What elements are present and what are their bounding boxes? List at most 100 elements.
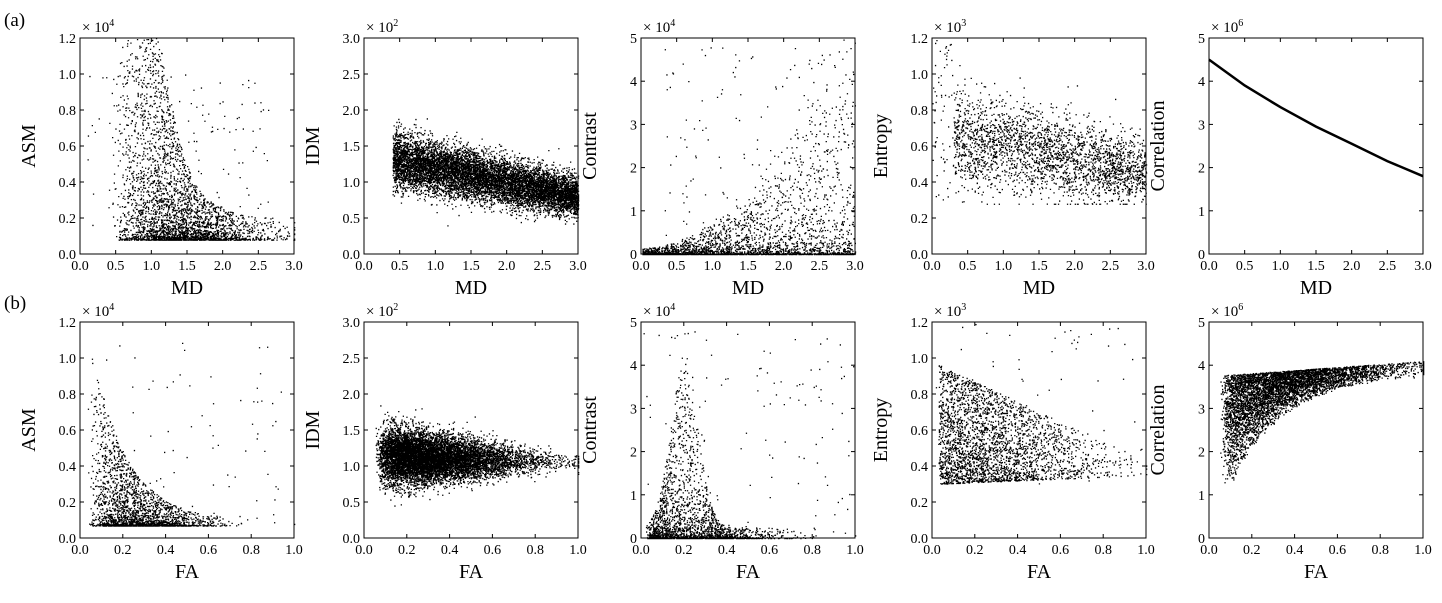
x-tick-label: 0.6 [1052, 543, 1070, 558]
series-line [1208, 58, 1424, 178]
y-tick-label: 1.0 [343, 460, 361, 475]
y-tick-label: 3 [1198, 118, 1205, 133]
x-axis-label: MD [1300, 277, 1332, 299]
axis-multiplier: × 106 [1211, 302, 1243, 320]
axis-multiplier: × 102 [366, 18, 398, 36]
x-tick-label: 1.5 [178, 259, 196, 274]
plot-frame [640, 321, 856, 539]
data-points [642, 39, 857, 256]
x-tick-label: 2.0 [214, 259, 232, 274]
x-tick-label: 1.0 [995, 259, 1013, 274]
x-tick-label: 0.0 [355, 543, 373, 558]
x-tick-label: 2.0 [775, 259, 793, 274]
x-tick-label: 1.5 [1307, 259, 1325, 274]
x-tick-label: 0.0 [355, 259, 373, 274]
y-tick-label: 1.5 [343, 140, 361, 155]
y-tick-label: 4 [630, 75, 637, 90]
panel-correlation-vs-md: 0.0 0.5 1.0 1.5 2.0 2.5 3.0 0 1 2 3 4 5 × 106 MD Correl… [1147, 18, 1432, 299]
y-tick-label: 4 [1198, 75, 1205, 90]
axis-multiplier-exponent: 2 [393, 302, 398, 313]
axis-multiplier-exponent: 4 [670, 302, 675, 313]
y-tick-label: 0.0 [59, 532, 77, 547]
y-axis-label: ASM [18, 408, 40, 452]
axis-multiplier-exponent: 2 [393, 18, 398, 29]
data-points [375, 405, 580, 507]
row-label-b: (b) [4, 293, 26, 314]
x-tick-label: 2.0 [498, 259, 516, 274]
x-tick-label: 0.0 [71, 259, 89, 274]
y-tick-label: 2 [630, 446, 637, 461]
axis-multiplier: × 104 [82, 18, 114, 36]
y-tick-label: 0.6 [911, 140, 929, 155]
axis-multiplier-exponent: 3 [961, 302, 966, 313]
y-tick-label: 0 [630, 532, 637, 547]
x-axis-label: FA [1304, 561, 1329, 583]
x-tick-label: 2.5 [534, 259, 552, 274]
panel-entropy-vs-fa: 0.0 0.2 0.4 0.6 0.8 1.0 0.0 0.2 0.4 0.6 0.8 1.0 1.2 ×… [870, 302, 1155, 583]
y-tick-label: 0.0 [343, 532, 361, 547]
y-tick-label: 5 [1198, 316, 1205, 331]
axis-multiplier-exponent: 4 [109, 302, 114, 313]
plot-frame [79, 37, 295, 255]
x-tick-label: 2.5 [1102, 259, 1120, 274]
x-tick-label: 3.0 [846, 259, 864, 274]
y-tick-label: 1 [1198, 489, 1205, 504]
y-tick-label: 0 [630, 248, 637, 263]
panel-idm-vs-md: 0.0 0.5 1.0 1.5 2.0 2.5 3.0 0.0 0.5 1.0 1.5 2.0 2.5 3… [302, 18, 587, 299]
data-points [932, 40, 1148, 205]
y-tick-label: 0.8 [59, 388, 77, 403]
y-axis-label: ASM [18, 124, 40, 168]
y-tick-label: 0.2 [59, 212, 77, 227]
x-tick-label: 0.6 [200, 543, 218, 558]
y-tick-label: 1 [630, 489, 637, 504]
panel-contrast-vs-fa: 0.0 0.2 0.4 0.6 0.8 1.0 0 1 2 3 4 5 × 104 FA Contrast [579, 302, 864, 583]
y-tick-label: 1.2 [911, 32, 929, 47]
axis-multiplier: × 106 [1211, 18, 1243, 36]
panel-entropy-vs-md: 0.0 0.5 1.0 1.5 2.0 2.5 3.0 0.0 0.2 0.4 0.6 0.8 1.0 1… [870, 18, 1155, 299]
x-axis-label: MD [455, 277, 487, 299]
y-tick-label: 0.4 [911, 176, 929, 191]
x-tick-label: 0.4 [1286, 543, 1304, 558]
x-tick-label: 0.8 [242, 543, 260, 558]
y-tick-label: 0.5 [343, 212, 361, 227]
y-tick-label: 0.8 [911, 388, 929, 403]
y-tick-label: 2.0 [343, 104, 361, 119]
y-tick-label: 1.2 [59, 316, 77, 331]
x-axis-label: MD [1023, 277, 1055, 299]
y-tick-label: 0.0 [911, 532, 929, 547]
axis-multiplier-exponent: 3 [961, 18, 966, 29]
x-tick-label: 3.0 [1137, 259, 1155, 274]
x-tick-label: 0.0 [923, 543, 941, 558]
plot-frame [1208, 37, 1424, 255]
x-tick-label: 1.5 [739, 259, 757, 274]
y-tick-label: 0.0 [911, 248, 929, 263]
x-axis-label: MD [171, 277, 203, 299]
x-tick-label: 2.0 [1343, 259, 1361, 274]
x-axis-label: FA [736, 561, 761, 583]
x-tick-label: 0.8 [1371, 543, 1389, 558]
x-tick-label: 3.0 [1414, 259, 1432, 274]
y-axis-label: IDM [302, 126, 324, 165]
y-tick-label: 1.0 [343, 176, 361, 191]
axis-multiplier: × 102 [366, 302, 398, 320]
y-tick-label: 2.5 [343, 352, 361, 367]
x-tick-label: 0.4 [157, 543, 175, 558]
data-points [1208, 58, 1424, 178]
y-axis-label: Correlation [1147, 384, 1169, 475]
x-tick-label: 0.2 [398, 543, 416, 558]
axis-multiplier: × 104 [82, 302, 114, 320]
y-tick-label: 0.6 [59, 140, 77, 155]
x-tick-label: 0.6 [761, 543, 779, 558]
y-tick-label: 2.0 [343, 388, 361, 403]
y-tick-label: 1.0 [59, 352, 77, 367]
axis-multiplier: × 103 [934, 18, 966, 36]
plot-frame [931, 321, 1147, 539]
x-tick-label: 0.5 [959, 259, 977, 274]
x-tick-label: 3.0 [285, 259, 303, 274]
x-tick-label: 1.0 [704, 259, 722, 274]
data-points [643, 331, 857, 540]
data-points [87, 342, 296, 527]
x-axis-label: FA [175, 561, 200, 583]
scatter-points [87, 38, 296, 241]
y-tick-label: 1.0 [911, 352, 929, 367]
